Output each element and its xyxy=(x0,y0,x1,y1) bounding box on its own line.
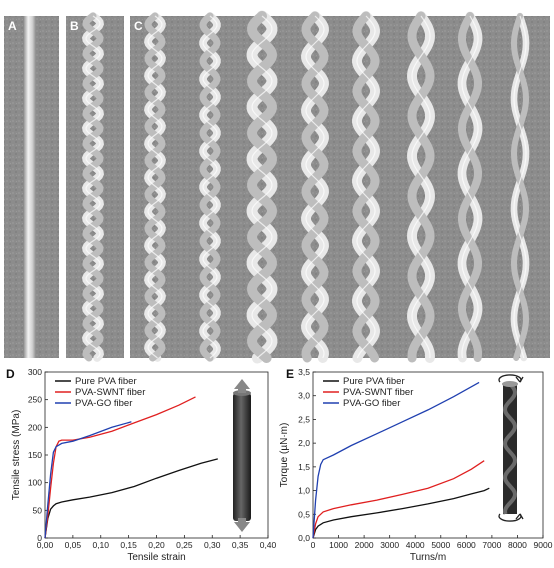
x-tick-label: 1000 xyxy=(329,540,348,550)
legend-entry: PVA-SWNT fiber xyxy=(75,387,145,398)
y-tick-label: 1,5 xyxy=(298,462,310,472)
fiber-strand xyxy=(24,16,36,358)
x-tick-label: 4000 xyxy=(406,540,425,550)
y-tick-label: 3,5 xyxy=(298,367,310,377)
y-tick-label: 0,0 xyxy=(298,533,310,543)
x-tick-label: 0,20 xyxy=(148,540,165,550)
legend-entry: PVA-GO fiber xyxy=(343,398,400,409)
x-tick-label: 9000 xyxy=(534,540,553,550)
panel-label-e: E xyxy=(286,367,294,381)
y-tick-label: 0,5 xyxy=(298,509,310,519)
fiber-strand xyxy=(407,11,435,363)
x-tick-label: 0,05 xyxy=(65,540,82,550)
legend-entry: PVA-SWNT fiber xyxy=(343,387,413,398)
panel-label-c: C xyxy=(134,19,143,33)
panel-label-d: D xyxy=(6,367,15,381)
panel-label-a: A xyxy=(8,19,17,33)
fiber-strand xyxy=(301,11,329,363)
x-tick-label: 2000 xyxy=(355,540,374,550)
fiber-strand xyxy=(199,12,221,362)
series-line-2 xyxy=(44,396,196,539)
plot-frame xyxy=(312,371,544,539)
rotation-arrows-icon xyxy=(498,374,524,522)
y-tick-label: 2,5 xyxy=(298,414,310,424)
micrograph-c xyxy=(130,16,550,358)
y-axis-label-d: Tensile stress (MPa) xyxy=(11,410,22,501)
x-tick-label: 0,25 xyxy=(176,540,193,550)
y-tick-label: 150 xyxy=(28,450,42,460)
series-line-3 xyxy=(312,381,480,539)
series-line-1 xyxy=(312,487,490,539)
x-tick-label: 7000 xyxy=(482,540,501,550)
y-axis-label-e: Torque (µN·m) xyxy=(279,423,290,488)
fiber-strand xyxy=(144,12,166,362)
x-tick-label: 0,15 xyxy=(120,540,137,550)
x-tick-label: 0,40 xyxy=(260,540,277,550)
fiber-strand xyxy=(457,11,483,363)
y-tick-label: 1,0 xyxy=(298,486,310,496)
y-tick-label: 200 xyxy=(28,422,42,432)
series-line-2 xyxy=(312,460,485,539)
fiber-strand xyxy=(246,10,278,364)
fiber-strand xyxy=(82,12,104,362)
x-tick-label: 0 xyxy=(311,540,316,550)
y-tick-label: 50 xyxy=(33,505,43,515)
fiber-strands xyxy=(24,10,530,364)
x-tick-label: 0,00 xyxy=(37,540,54,550)
y-tick-label: 100 xyxy=(28,478,42,488)
x-tick-label: 5000 xyxy=(431,540,450,550)
chart-e: E 0 1000 2000 3000 4000 5000 6000 7000 8000 9000 0… xyxy=(279,367,553,563)
x-tick-label: 6000 xyxy=(457,540,476,550)
x-tick-label: 0,35 xyxy=(232,540,249,550)
series-line-1 xyxy=(44,458,218,539)
series-line-3 xyxy=(44,421,132,539)
fiber-strand xyxy=(352,11,380,363)
legend-entry: Pure PVA fiber xyxy=(75,376,137,387)
y-tick-label: 3,0 xyxy=(298,391,310,401)
tension-arrows-icon xyxy=(233,379,251,532)
y-tick-label: 300 xyxy=(28,367,42,377)
y-tick-label: 0 xyxy=(37,533,42,543)
y-tick-label: 250 xyxy=(28,395,42,405)
x-tick-label: 0,30 xyxy=(204,540,221,550)
y-tick-label: 2,0 xyxy=(298,438,310,448)
legend-entry: Pure PVA fiber xyxy=(343,376,405,387)
x-tick-label: 3000 xyxy=(380,540,399,550)
fiber-strand xyxy=(510,12,530,362)
x-axis-label-d: Tensile strain xyxy=(127,552,185,563)
chart-d: D 0,00 0,05 0,10 0,15 0,20 0,25 0,30 0,35 0,40 0 5… xyxy=(6,367,277,563)
legend-entry: PVA-GO fiber xyxy=(75,398,132,409)
x-axis-label-e: Turns/m xyxy=(410,552,446,563)
panel-label-b: B xyxy=(70,19,79,33)
x-tick-label: 0,10 xyxy=(92,540,109,550)
x-tick-label: 8000 xyxy=(508,540,527,550)
